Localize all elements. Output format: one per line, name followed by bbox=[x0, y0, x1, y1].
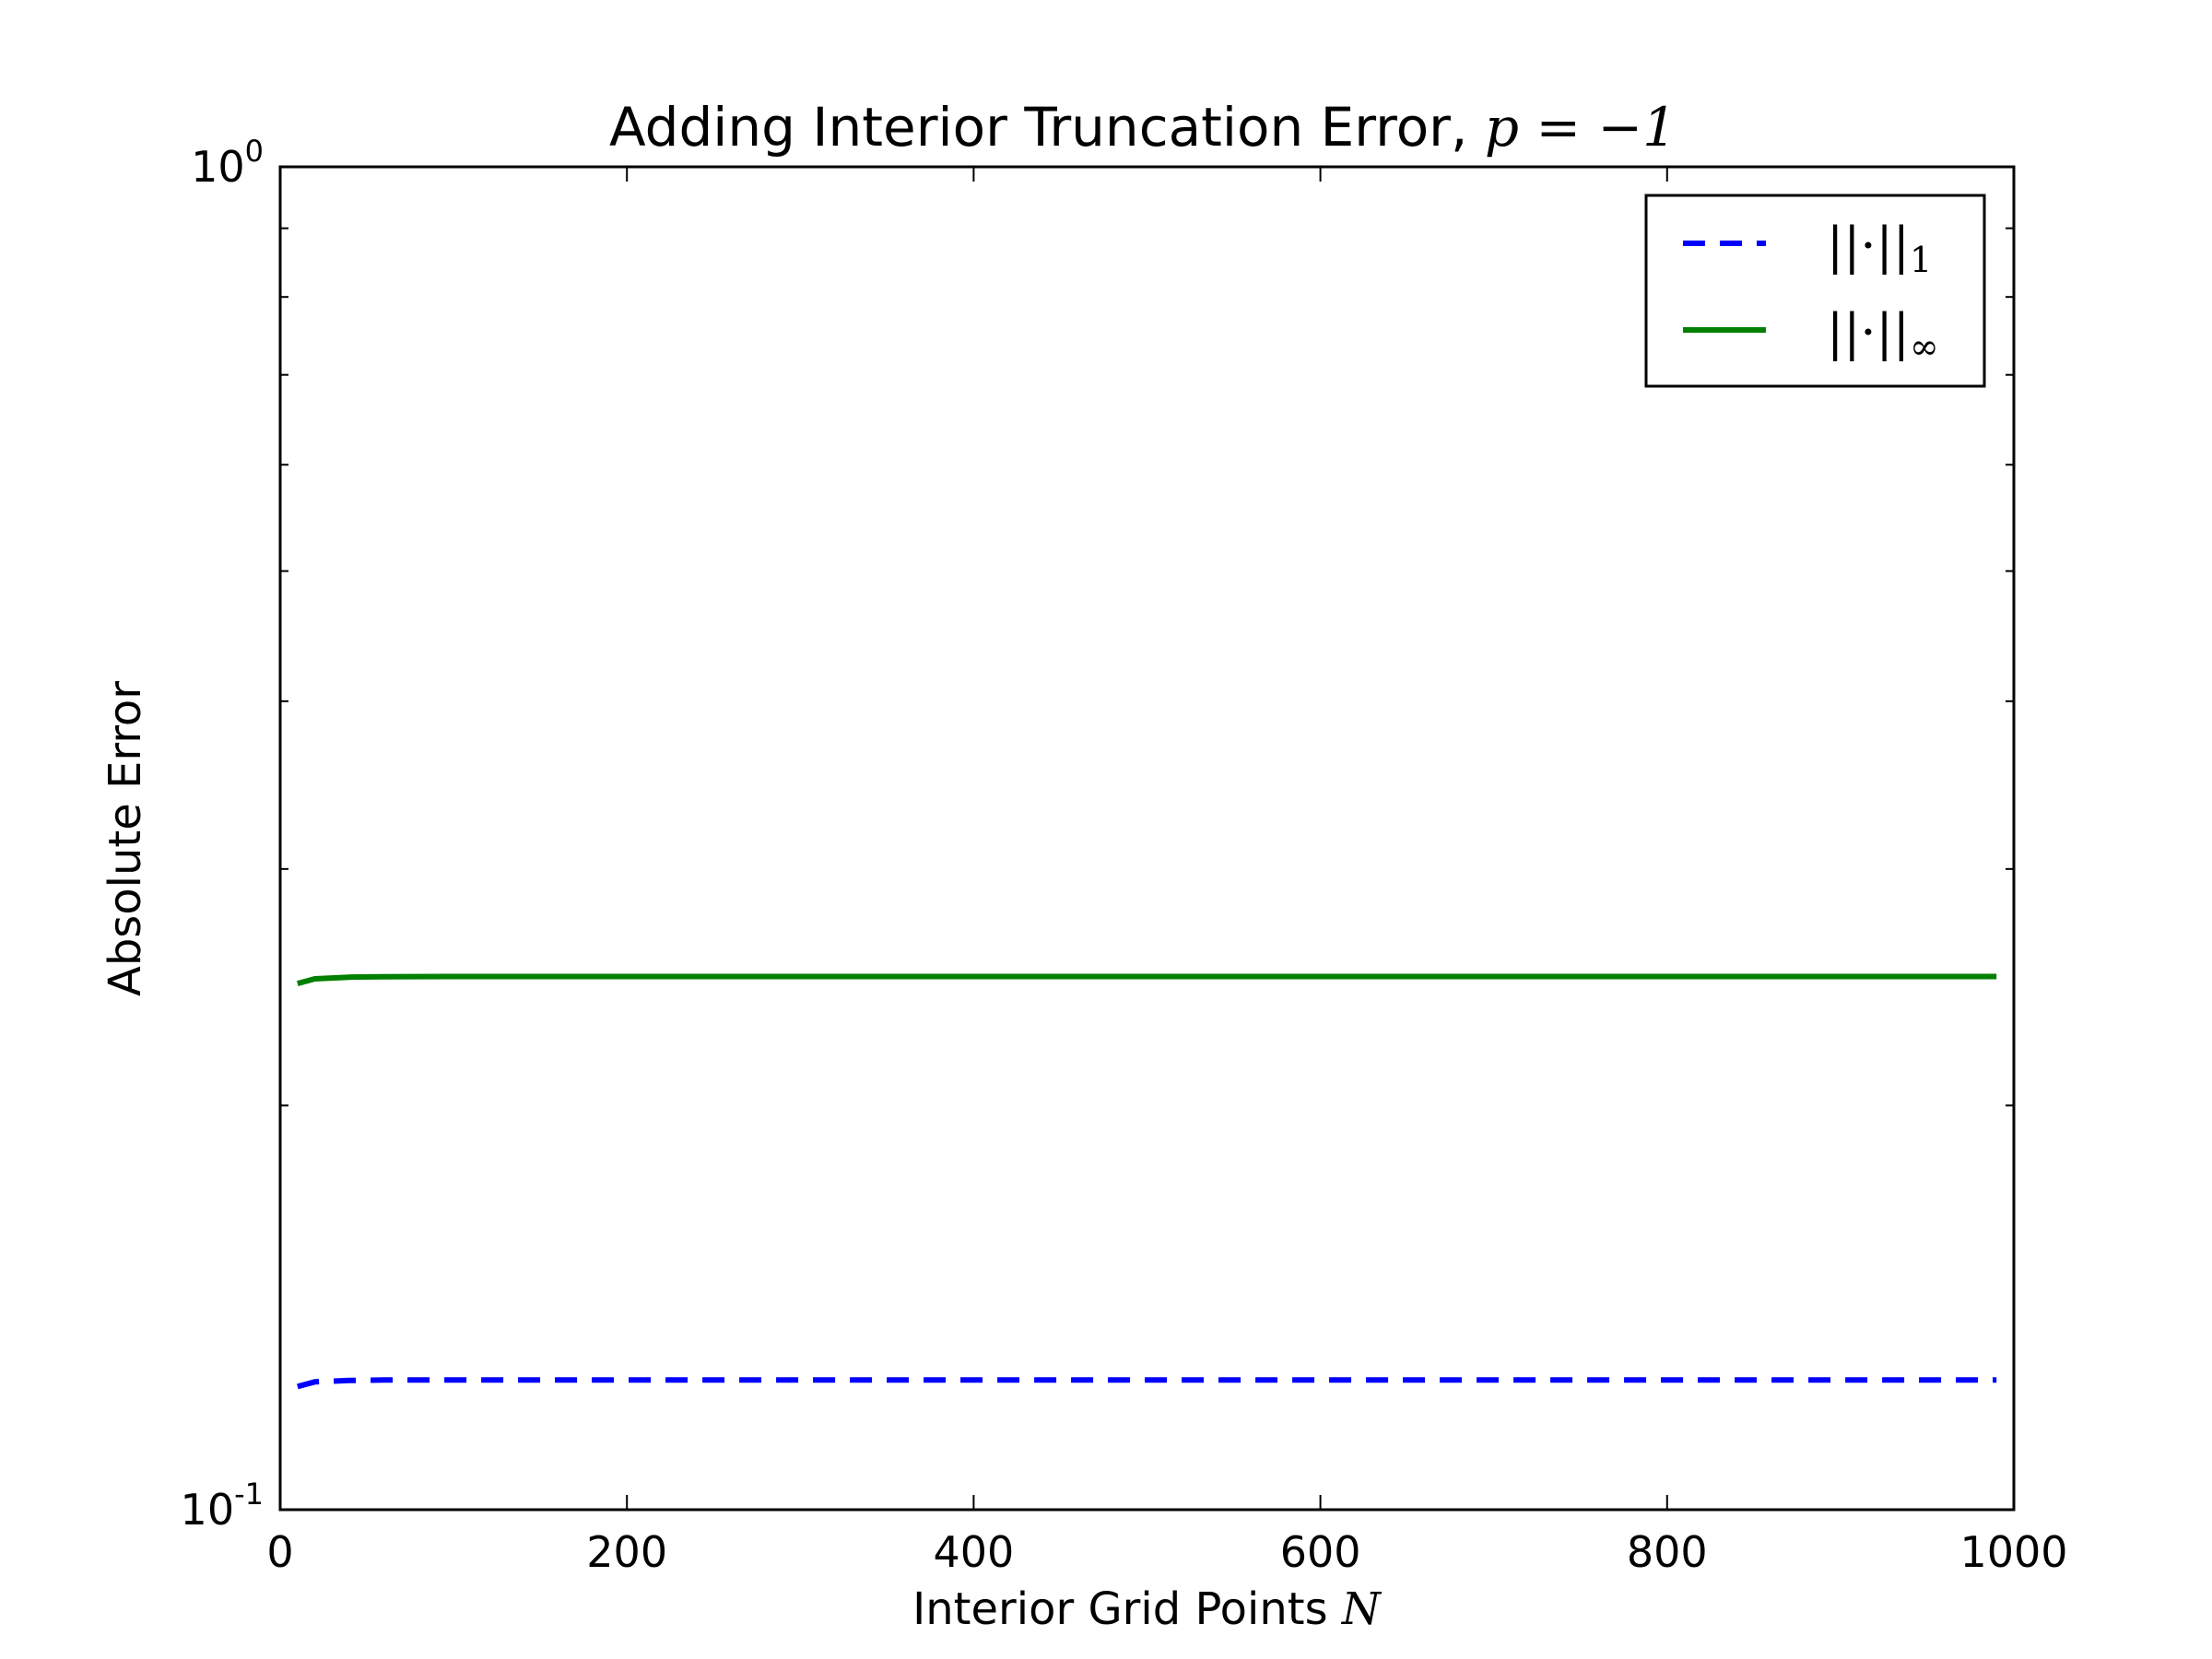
legend-label-linf: ||·||∞ bbox=[1827, 303, 1939, 367]
chart-title-text: Adding Interior Truncation Error, bbox=[609, 96, 1485, 159]
y-axis-title: Absolute Error bbox=[100, 681, 151, 996]
legend-label-l1: ||·||1 bbox=[1827, 217, 1932, 280]
plot-frame bbox=[278, 165, 2016, 1512]
y-tick-label: 10-1 bbox=[181, 1477, 264, 1535]
x-tick-label: 400 bbox=[933, 1527, 1014, 1577]
chart-title: Adding Interior Truncation Error, p = −1 bbox=[609, 96, 1677, 159]
y-tick-label: 100 bbox=[191, 134, 264, 192]
chart-title-math: p = −1 bbox=[1485, 96, 1677, 159]
legend-label-l1-sub: 1 bbox=[1910, 240, 1932, 280]
x-axis-title: Interior Grid Points N bbox=[912, 1583, 1382, 1635]
legend-box bbox=[1644, 194, 1986, 388]
legend: ||·||1 ||·||∞ bbox=[1644, 194, 1986, 388]
legend-label-linf-sub: ∞ bbox=[1910, 326, 1939, 367]
x-tick-label: 200 bbox=[586, 1527, 667, 1577]
x-axis-title-math: N bbox=[1341, 1583, 1382, 1635]
series-line-0 bbox=[297, 1377, 1997, 1390]
tick-layer: 0 200 400 600 800 1000 100 10-1 bbox=[181, 134, 2068, 1577]
x-tick-label: 800 bbox=[1627, 1527, 1708, 1577]
x-axis-title-text: Interior Grid Points bbox=[912, 1583, 1342, 1635]
legend-label-l1-main: ||·|| bbox=[1827, 217, 1910, 275]
x-tick-label: 0 bbox=[266, 1527, 293, 1577]
x-tick-label: 1000 bbox=[1959, 1527, 2067, 1577]
series-layer bbox=[297, 973, 1997, 1390]
series-line-1 bbox=[297, 973, 1997, 986]
x-tick-label: 600 bbox=[1280, 1527, 1361, 1577]
legend-label-linf-main: ||·|| bbox=[1827, 303, 1910, 361]
